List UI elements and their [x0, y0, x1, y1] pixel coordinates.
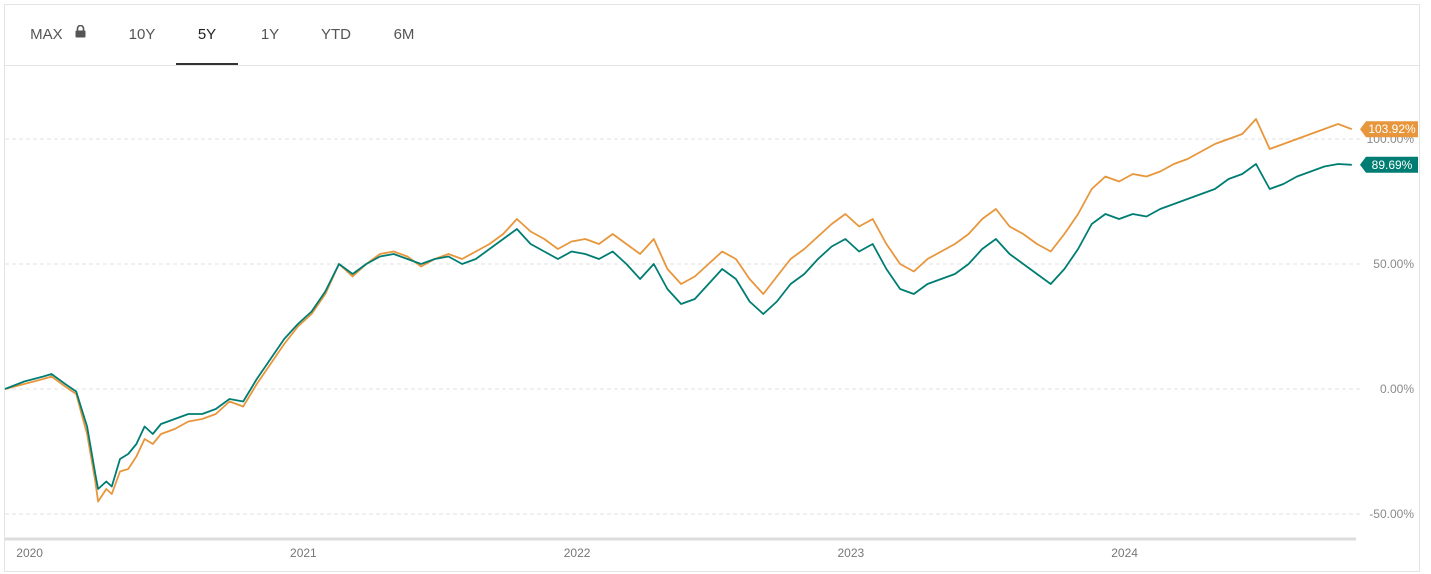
y-tick-label: 0.00% — [1380, 382, 1414, 396]
x-tick-label: 2022 — [564, 546, 591, 560]
tab-5y[interactable]: 5Y — [176, 4, 238, 65]
series-end-label-0: 103.92% — [1360, 121, 1418, 138]
chart-card — [4, 4, 1420, 572]
x-tick-label: 2021 — [290, 546, 317, 560]
lock-icon — [75, 3, 86, 65]
tab-max-label: MAX — [30, 26, 63, 43]
tab-ytd[interactable]: YTD — [321, 26, 351, 43]
end-label-flag — [1360, 121, 1418, 138]
series-end-label-1: 89.69% — [1360, 156, 1418, 173]
tab-10y[interactable]: 10Y — [128, 26, 156, 43]
y-tick-label: -50.00% — [1369, 507, 1414, 521]
tab-max[interactable]: MAX — [24, 4, 92, 65]
y-tick-label: 50.00% — [1373, 257, 1414, 271]
series-line-1 — [4, 163, 1352, 490]
end-label-text: 103.92% — [1368, 122, 1416, 136]
tab-6m[interactable]: 6M — [393, 26, 415, 43]
tab-1y[interactable]: 1Y — [260, 26, 280, 43]
x-tick-label: 2024 — [1111, 546, 1138, 560]
x-tick-label: 2023 — [837, 546, 864, 560]
range-tab-bar: MAX 10Y 5Y 1Y YTD 6M — [4, 4, 1420, 66]
series-line-0 — [4, 118, 1353, 503]
end-label-flag — [1360, 156, 1418, 173]
x-tick-label: 2020 — [16, 546, 43, 560]
end-label-text: 89.69% — [1372, 158, 1413, 172]
